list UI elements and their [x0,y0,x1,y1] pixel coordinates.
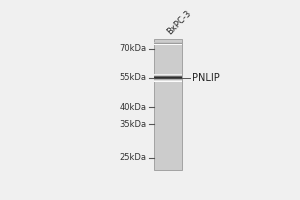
Bar [154,75,182,76]
Bar [154,79,182,80]
Bar [154,77,182,78]
Text: 40kDa: 40kDa [120,103,147,112]
Bar [154,39,182,170]
Text: 55kDa: 55kDa [120,73,147,82]
Text: 70kDa: 70kDa [120,44,147,53]
Text: 25kDa: 25kDa [120,153,147,162]
Bar [154,76,182,77]
Text: BxPC-3: BxPC-3 [165,9,193,36]
Bar [154,74,182,75]
Bar [154,81,182,82]
Bar [154,78,182,79]
Bar [154,80,182,81]
Text: PNLIP: PNLIP [192,73,219,83]
Text: 35kDa: 35kDa [120,120,147,129]
